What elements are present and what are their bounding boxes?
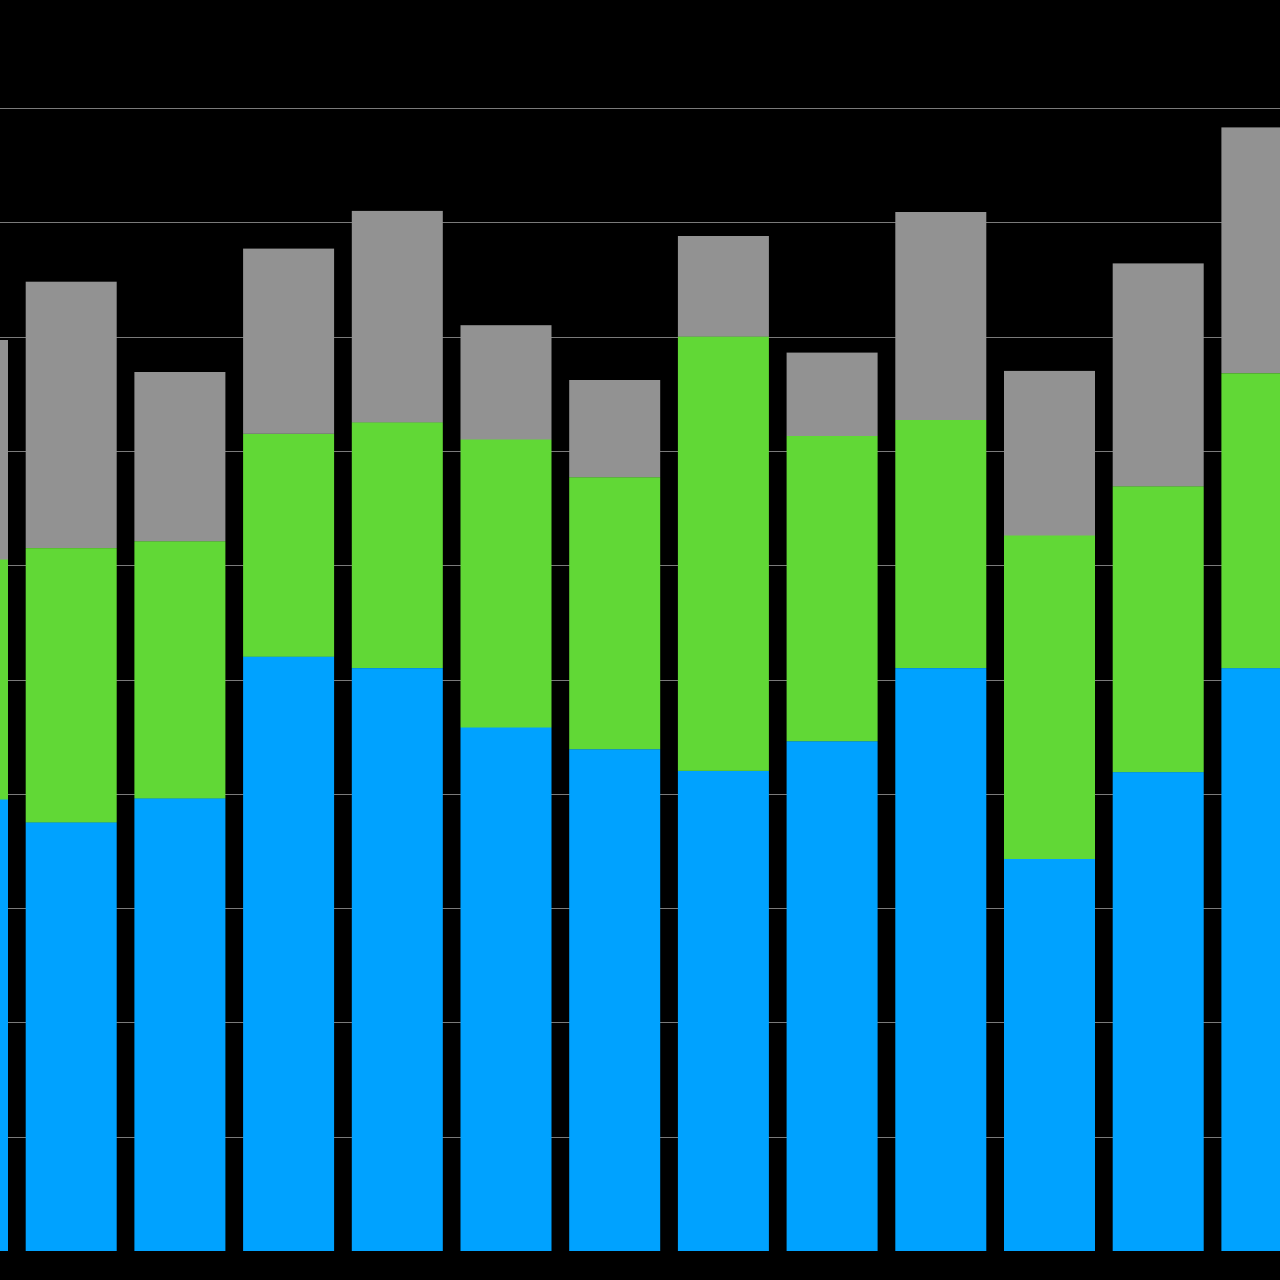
bar-segment-1-series-2 [0, 559, 8, 800]
bar-segment-2-series-2 [25, 548, 117, 823]
bar-segment-1-series-1 [0, 799, 8, 1251]
bar-segment-6-series-3 [460, 325, 552, 440]
bar-segment-7-series-3 [569, 380, 661, 478]
bar-segment-10-series-3 [895, 212, 987, 420]
bar-segment-13-series-2 [1221, 373, 1280, 669]
bar-segment-12-series-3 [1112, 263, 1204, 487]
bar-segment-2-series-3 [25, 281, 117, 548]
bar-segment-4-series-2 [243, 433, 335, 657]
bar-segment-8-series-3 [677, 236, 769, 337]
bar-segment-11-series-1 [1004, 859, 1095, 1251]
bar-segment-6-series-1 [460, 727, 552, 1251]
bar-segment-3-series-2 [134, 541, 226, 799]
bar-segment-13-series-3 [1221, 127, 1280, 374]
bar-segment-8-series-1 [677, 770, 769, 1251]
bar-segment-10-series-2 [895, 420, 987, 668]
bars [0, 127, 1280, 1251]
bar-segment-5-series-3 [351, 210, 443, 423]
bar-segment-10-series-1 [895, 668, 987, 1251]
bar-segment-11-series-3 [1004, 370, 1095, 536]
bar-segment-3-series-3 [134, 372, 226, 542]
bar-segment-2-series-1 [25, 822, 117, 1251]
bar-segment-7-series-1 [569, 749, 661, 1251]
bar-segment-9-series-3 [786, 352, 878, 436]
bar-segment-4-series-1 [243, 656, 335, 1251]
bar-segment-1-series-3 [0, 340, 8, 560]
bar-segment-6-series-2 [460, 439, 552, 728]
bar-segment-9-series-1 [786, 741, 878, 1251]
bar-segment-12-series-1 [1112, 772, 1204, 1251]
bar-segment-5-series-1 [351, 668, 443, 1251]
bar-segment-9-series-2 [786, 436, 878, 742]
bar-segment-13-series-1 [1221, 668, 1280, 1251]
bar-segment-11-series-2 [1004, 535, 1095, 859]
bar-segment-7-series-2 [569, 477, 661, 750]
bar-segment-8-series-2 [677, 336, 769, 771]
bar-segment-5-series-2 [351, 422, 443, 668]
bar-segment-12-series-2 [1112, 486, 1204, 773]
bar-segment-4-series-3 [243, 248, 335, 434]
bar-segment-3-series-1 [134, 798, 226, 1251]
